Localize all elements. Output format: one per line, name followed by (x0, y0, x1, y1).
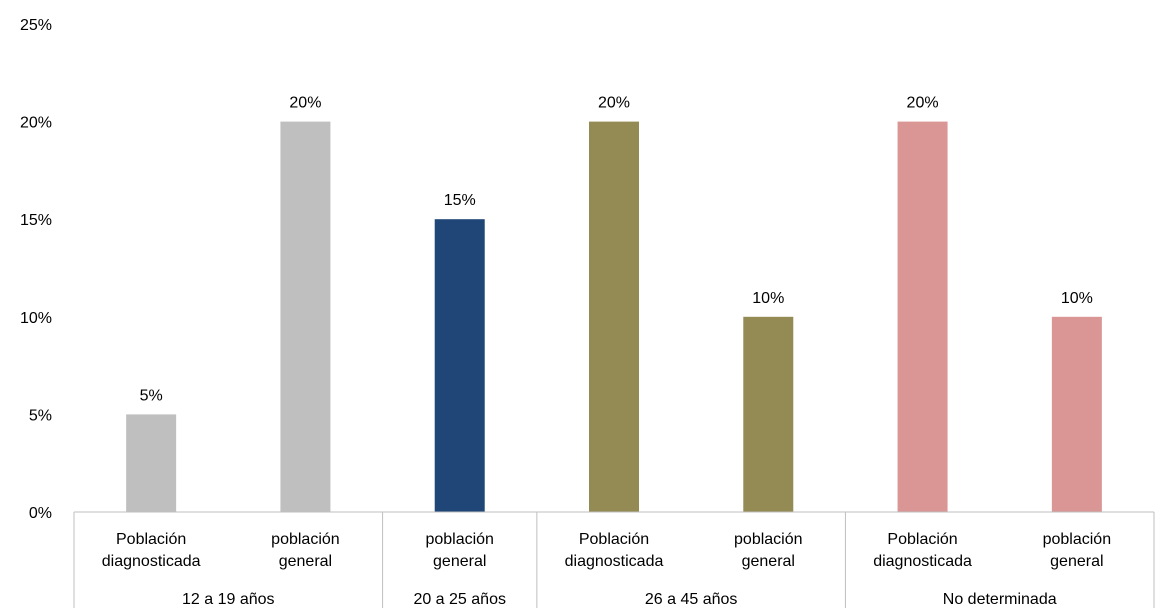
category-labels: Población diagnosticada población general po… (102, 531, 1111, 570)
y-tick-label: 25% (20, 17, 52, 34)
bar (126, 414, 177, 512)
group-label: No determinada (943, 591, 1057, 608)
data-label: 15% (444, 192, 476, 209)
group-label: 12 a 19 años (182, 591, 275, 608)
data-label: 5% (140, 387, 163, 404)
group-label: 26 a 45 años (645, 591, 738, 608)
y-tick-label: 10% (20, 310, 52, 327)
category-label: Población diagnosticada (102, 531, 201, 570)
category-label: población general (734, 531, 803, 570)
category-label: población general (1043, 531, 1112, 570)
y-axis-ticks: 0% 5% 10% 15% 20% 25% (20, 17, 52, 522)
category-label: población general (425, 531, 494, 570)
x-axis (73, 511, 1155, 608)
category-label: población general (271, 531, 340, 570)
category-label: Población diagnosticada (565, 531, 664, 570)
bars (126, 121, 1102, 512)
y-tick-label: 15% (20, 212, 52, 229)
y-tick-label: 0% (29, 505, 52, 522)
y-tick-label: 5% (29, 407, 52, 424)
data-label: 10% (1061, 290, 1093, 307)
data-label: 20% (907, 95, 939, 112)
bar (897, 121, 948, 512)
data-label: 10% (752, 290, 784, 307)
y-tick-label: 20% (20, 115, 52, 132)
group-label: 20 a 25 años (413, 591, 506, 608)
data-label: 20% (598, 95, 630, 112)
category-label: Población diagnosticada (873, 531, 972, 570)
bar (434, 219, 485, 512)
bar (1051, 316, 1102, 512)
bar (280, 121, 331, 512)
bar (743, 316, 794, 512)
bar (589, 121, 639, 512)
data-label: 20% (289, 95, 321, 112)
data-labels: 5% 20% 15% 20% 10% 20% 10% (140, 95, 1093, 405)
group-labels: 12 a 19 años 20 a 25 años 26 a 45 años No d… (182, 591, 1057, 608)
